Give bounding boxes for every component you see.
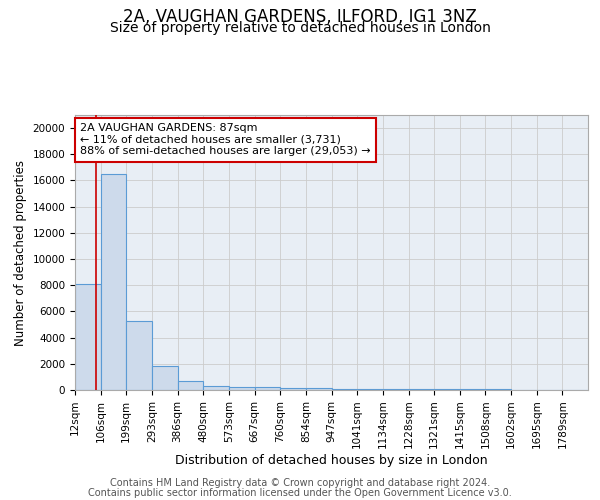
Text: 2A VAUGHAN GARDENS: 87sqm
← 11% of detached houses are smaller (3,731)
88% of se: 2A VAUGHAN GARDENS: 87sqm ← 11% of detac… bbox=[80, 123, 371, 156]
Bar bbox=[409, 389, 434, 390]
Bar bbox=[203, 386, 229, 390]
Bar bbox=[383, 389, 409, 390]
Text: 2A, VAUGHAN GARDENS, ILFORD, IG1 3NZ: 2A, VAUGHAN GARDENS, ILFORD, IG1 3NZ bbox=[123, 8, 477, 26]
Bar bbox=[280, 388, 306, 390]
Bar bbox=[75, 284, 101, 390]
Bar bbox=[178, 381, 203, 390]
Bar bbox=[229, 387, 254, 390]
Bar bbox=[101, 174, 127, 390]
Bar bbox=[127, 320, 152, 390]
Text: Contains public sector information licensed under the Open Government Licence v3: Contains public sector information licen… bbox=[88, 488, 512, 498]
Bar bbox=[331, 388, 357, 390]
Text: Size of property relative to detached houses in London: Size of property relative to detached ho… bbox=[110, 21, 490, 35]
Bar bbox=[254, 388, 280, 390]
Bar bbox=[306, 388, 331, 390]
Bar bbox=[357, 389, 383, 390]
Bar bbox=[152, 366, 178, 390]
Y-axis label: Number of detached properties: Number of detached properties bbox=[14, 160, 27, 346]
Text: Contains HM Land Registry data © Crown copyright and database right 2024.: Contains HM Land Registry data © Crown c… bbox=[110, 478, 490, 488]
X-axis label: Distribution of detached houses by size in London: Distribution of detached houses by size … bbox=[175, 454, 488, 467]
